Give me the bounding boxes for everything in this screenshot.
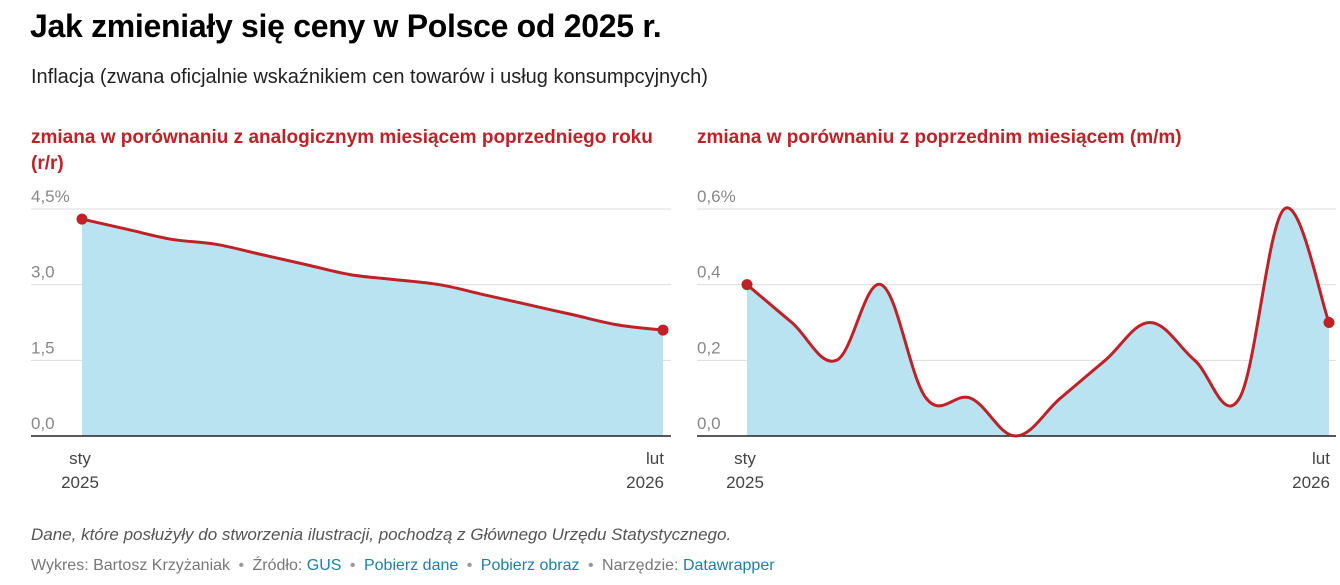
y-tick-label: 0,0 [31,414,55,433]
area-fill [82,219,663,436]
chart-yoy: 0,0 1,5 3,0 4,5% sty 2025 lut 2026 [31,187,671,492]
x-tick-label-year: 2025 [61,473,99,492]
start-point [76,213,88,225]
caption: Dane, które posłużyły do stworzenia ilus… [31,525,732,544]
panel-mom-title: zmiana w porównaniu z poprzednim miesiąc… [697,127,1182,148]
start-point [741,279,753,291]
credits: Wykres: Bartosz Krzyżaniak • Źródło: GUS… [31,557,775,575]
credits-source-prefix: Źródło: [252,557,303,574]
credits-separator: • [466,557,473,574]
credits-separator: • [349,557,356,574]
x-tick-label-month: lut [1312,449,1330,468]
series-line [80,217,665,332]
y-tick-label: 0,2 [697,338,721,357]
credits-separator: • [587,557,594,574]
chart-title: Jak zmieniały się ceny w Polsce od 2025 … [30,8,662,44]
y-tick-label: 0,6% [697,187,736,206]
y-tick-label: 4,5% [31,187,70,206]
panel-yoy-title: zmiana w porównaniu z analogicznym miesi… [31,127,653,174]
x-tick-label-month: lut [646,449,664,468]
x-tick-label-year: 2026 [626,473,664,492]
credits-tool-prefix: Narzędzie: [602,557,679,574]
chart-mom: 0,0 0,2 0,4 0,6% sty 2025 lut 2026 [697,187,1336,492]
x-tick-label-year: 2026 [1292,473,1330,492]
get-data-link[interactable]: Pobierz dane [363,557,459,574]
x-tick-label-year: 2025 [726,473,764,492]
x-tick-label-month: sty [69,449,91,468]
credits-author: Wykres: Bartosz Krzyżaniak [31,557,231,574]
tool-link[interactable]: Datawrapper [682,557,775,574]
x-tick-label-month: sty [734,449,756,468]
source-link[interactable]: GUS [306,557,342,574]
y-tick-label: 0,0 [697,414,721,433]
y-tick-label: 1,5 [31,338,55,357]
y-tick-label: 3,0 [31,263,55,282]
end-point [1323,317,1335,328]
chart-subtitle: Inflacja (zwana oficjalnie wskaźnikiem c… [31,66,708,88]
area-fill [747,207,1329,436]
get-image-link[interactable]: Pobierz obraz [480,557,580,574]
credits-separator: • [238,557,245,574]
y-tick-label: 0,4 [697,263,721,282]
end-point [657,324,669,336]
series-line [745,206,1331,438]
